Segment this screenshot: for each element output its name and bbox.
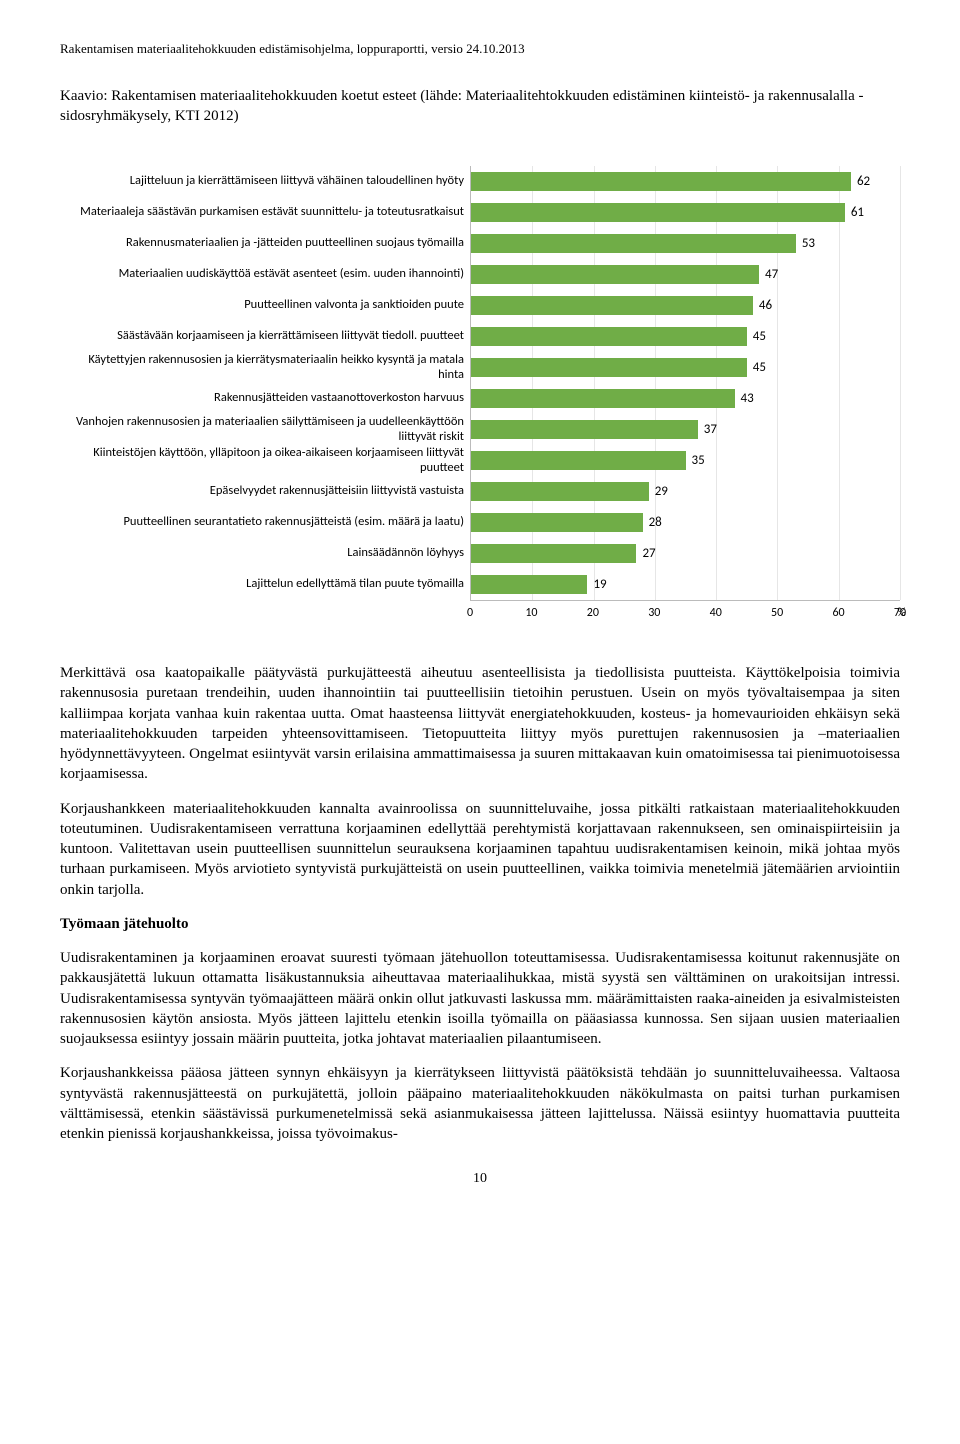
body-paragraph: Uudisrakentaminen ja korjaaminen eroavat… (60, 948, 900, 1049)
chart-bar-value: 62 (857, 173, 870, 191)
chart-label: Lainsäädännön löyhyys (60, 538, 470, 569)
chart-bar-value: 53 (802, 235, 815, 253)
chart-label: Materiaalien uudiskäyttöä estävät asente… (60, 259, 470, 290)
chart-bar (471, 203, 845, 222)
page-number: 10 (60, 1170, 900, 1189)
chart-bar-value: 28 (649, 514, 662, 532)
chart-bar (471, 172, 851, 191)
chart-xtick: 60 (832, 605, 844, 621)
chart-xtick: 10 (525, 605, 537, 621)
chart-bar-value: 27 (642, 545, 655, 563)
chart-xtick: 40 (710, 605, 722, 621)
chart-bar (471, 451, 686, 470)
chart-bar (471, 265, 759, 284)
chart-bar-value: 45 (753, 359, 766, 377)
body-paragraph: Korjaushankkeen materiaalitehokkuuden ka… (60, 799, 900, 900)
chart-bar (471, 296, 753, 315)
chart-bar (471, 327, 747, 346)
chart-label: Epäselvyydet rakennusjätteisiin liittyvi… (60, 476, 470, 507)
chart-bar-value: 45 (753, 328, 766, 346)
doc-header: Rakentamisen materiaalitehokkuuden edist… (60, 40, 900, 58)
chart-label: Käytettyjen rakennusosien ja kierrätysma… (60, 352, 470, 383)
chart-label: Vanhojen rakennusosien ja materiaalien s… (60, 414, 470, 445)
chart-xtick: 50 (771, 605, 783, 621)
chart-bar (471, 513, 643, 532)
chart-label: Materiaaleja säästävän purkamisen estävä… (60, 197, 470, 228)
chart-bar-value: 29 (655, 483, 668, 501)
chart-bar (471, 544, 636, 563)
chart-label: Puutteellinen valvonta ja sanktioiden pu… (60, 290, 470, 321)
chart-xtick: 0 (467, 605, 473, 621)
chart-bar (471, 389, 735, 408)
chart-bar-value: 46 (759, 297, 772, 315)
chart-label: Lajitteluun ja kierrättämiseen liittyvä … (60, 166, 470, 197)
chart-bar (471, 234, 796, 253)
chart-xtick: 30 (648, 605, 660, 621)
chart-bar (471, 358, 747, 377)
chart-bar-value: 43 (741, 390, 754, 408)
chart-label: Lajittelun edellyttämä tilan puute työma… (60, 569, 470, 600)
chart-xunit: % (897, 605, 906, 621)
chart-label: Rakennusjätteiden vastaanottoverkoston h… (60, 383, 470, 414)
subheading-tyomaan: Työmaan jätehuolto (60, 914, 900, 934)
chart-bar-value: 47 (765, 266, 778, 284)
chart-xtick: 20 (587, 605, 599, 621)
body-paragraph: Merkittävä osa kaatopaikalle päätyvästä … (60, 663, 900, 785)
body-paragraph: Korjaushankkeissa pääosa jätteen synnyn … (60, 1063, 900, 1144)
chart-bar-value: 37 (704, 421, 717, 439)
chart-label: Rakennusmateriaalien ja -jätteiden puutt… (60, 228, 470, 259)
chart-bar-value: 61 (851, 204, 864, 222)
chart-bar (471, 575, 587, 594)
chart-label: Puutteellinen seurantatieto rakennusjätt… (60, 507, 470, 538)
chart-label: Säästävään korjaamiseen ja kierrättämise… (60, 321, 470, 352)
chart-title: Kaavio: Rakentamisen materiaalitehokkuud… (60, 86, 900, 127)
chart-bar-value: 35 (692, 452, 705, 470)
bar-chart: Lajitteluun ja kierrättämiseen liittyvä … (60, 166, 900, 623)
chart-bar (471, 420, 698, 439)
chart-bar-value: 19 (593, 576, 606, 594)
chart-label: Kiinteistöjen käyttöön, ylläpitoon ja oi… (60, 445, 470, 476)
chart-bar (471, 482, 649, 501)
